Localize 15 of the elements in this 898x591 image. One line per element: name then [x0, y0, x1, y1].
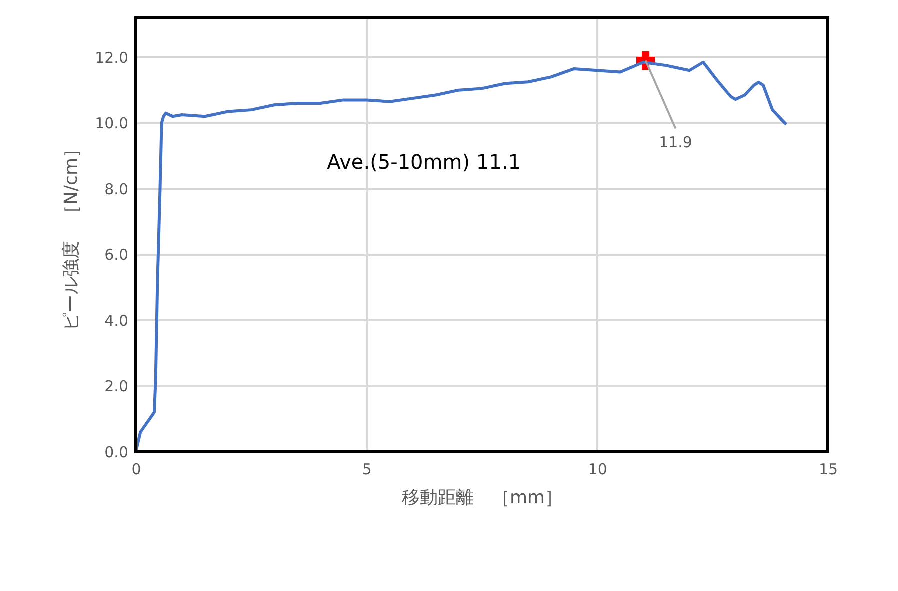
- y-tick-label: 8.0: [104, 180, 128, 198]
- y-tick-label: 12.0: [95, 48, 128, 67]
- x-axis-title: 移動距離 ［mm］: [402, 488, 564, 508]
- annotation: 11.9: [659, 134, 692, 152]
- x-tick-label: 5: [362, 460, 372, 478]
- y-tick-label: 10.0: [95, 114, 128, 133]
- y-tick-label: 4.0: [104, 312, 128, 330]
- annotation: Ave.(5-10mm) 11.1: [327, 150, 521, 174]
- y-tick-label: 6.0: [104, 246, 128, 264]
- x-tick-label: 15: [818, 460, 838, 478]
- x-tick-label: 10: [588, 460, 608, 478]
- y-tick-label: 2.0: [104, 378, 128, 396]
- x-tick-label: 0: [132, 460, 142, 478]
- y-tick-label: 0.0: [104, 444, 128, 462]
- y-axis-title: ピール強度 ［N/cm］: [61, 140, 82, 331]
